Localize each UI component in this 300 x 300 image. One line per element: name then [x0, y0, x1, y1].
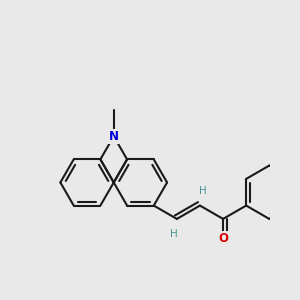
- Text: N: N: [109, 130, 119, 143]
- Text: H: H: [170, 229, 178, 239]
- Text: H: H: [199, 186, 206, 196]
- Text: O: O: [218, 232, 228, 245]
